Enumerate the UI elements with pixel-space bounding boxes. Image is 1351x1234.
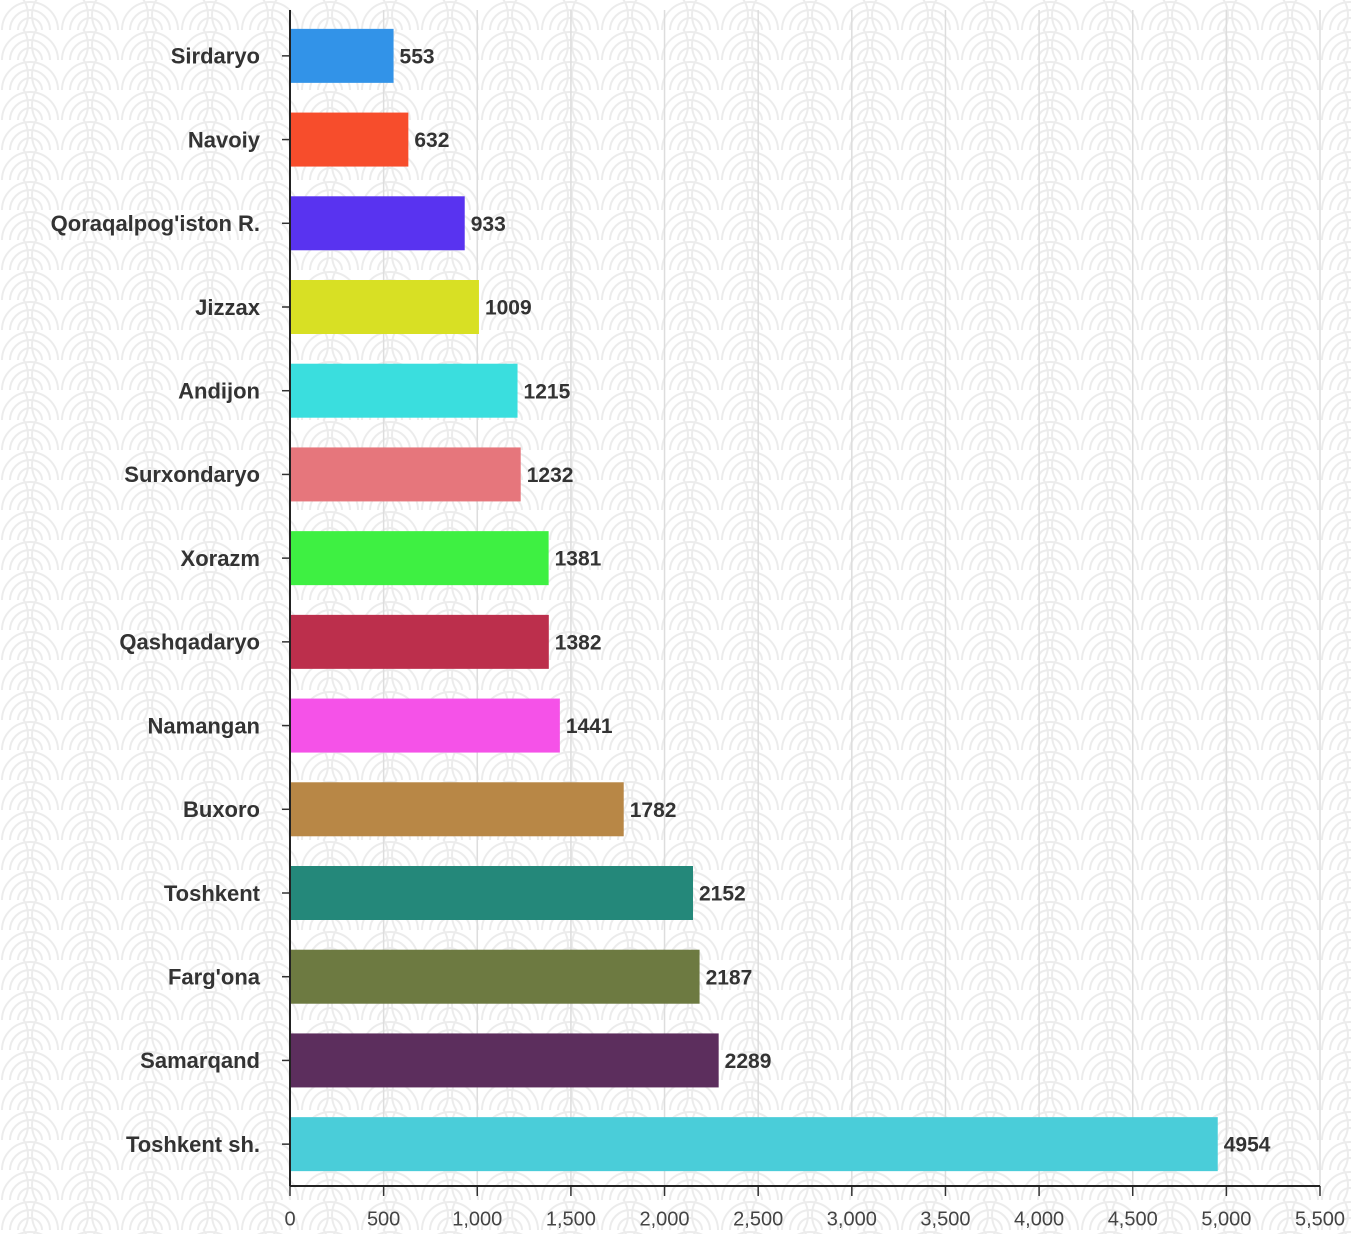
y-tick-label: Andijon [178,379,260,404]
data-label: 2289 [725,1050,772,1073]
y-tick-label: Sirdaryo [171,44,260,69]
x-tick-label: 1,500 [546,1208,596,1230]
y-tick-label: Qashqadaryo [119,630,260,655]
data-label: 1381 [555,548,602,571]
data-label: 1441 [566,715,613,738]
bar [290,866,694,920]
bar [290,782,624,837]
bar [290,28,394,83]
x-tick-label: 500 [367,1208,400,1230]
data-label: 632 [414,129,449,152]
x-tick-label: 3,000 [827,1208,877,1230]
x-tick-label: 4,000 [1014,1208,1064,1230]
bar [290,531,549,586]
y-tick-label: Qoraqalpog'iston R. [51,211,260,236]
bar [290,1033,719,1088]
data-label: 1382 [555,631,602,654]
data-label: 2152 [699,883,746,906]
bar [290,949,700,1004]
data-label: 1009 [485,297,532,320]
y-tick-label: Jizzax [195,295,261,320]
bar [290,196,465,251]
x-tick-label: 4,500 [1108,1208,1158,1230]
y-tick-label: Navoiy [188,127,261,152]
x-tick-label: 1,000 [452,1208,502,1230]
y-tick-label: Samarqand [140,1048,260,1073]
bar [290,447,521,502]
bar [290,698,560,753]
y-tick-label: Surxondaryo [124,462,260,487]
y-tick-label: Toshkent [164,881,261,906]
x-tick-label: 0 [284,1208,295,1230]
bar [290,280,479,334]
bar [290,363,518,418]
bar [290,614,549,669]
data-label: 4954 [1224,1134,1271,1157]
x-tick-label: 2,000 [640,1208,690,1230]
data-label: 1232 [527,464,574,487]
data-label: 933 [471,213,506,236]
x-tick-label: 5,000 [1201,1208,1251,1230]
bar [290,1117,1218,1172]
y-tick-label: Xorazm [181,546,260,571]
data-label: 1782 [630,799,677,822]
y-tick-label: Buxoro [183,797,260,822]
y-tick-label: Namangan [148,713,260,738]
data-label: 1215 [524,380,571,403]
data-label: 553 [400,45,435,68]
x-tick-label: 3,500 [920,1208,970,1230]
y-tick-label: Toshkent sh. [126,1132,260,1157]
bar [290,112,409,167]
y-tick-label: Farg'ona [168,965,261,990]
x-tick-label: 2,500 [733,1208,783,1230]
x-tick-label: 5,500 [1295,1208,1345,1230]
data-label: 2187 [706,966,753,989]
